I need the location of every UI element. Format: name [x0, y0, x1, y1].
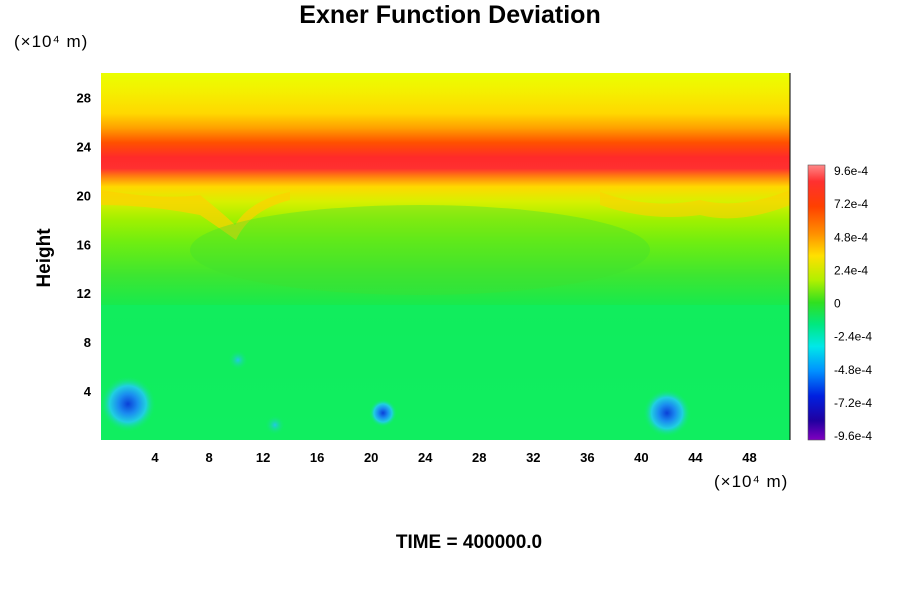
- chart-title: Exner Function Deviation: [299, 1, 601, 29]
- x-tick-label: 28: [472, 450, 486, 465]
- x-tick-label: 12: [256, 450, 270, 465]
- x-tick-label: 48: [742, 450, 756, 465]
- colorbar-tick-label: -7.2e-4: [834, 396, 872, 410]
- y-tick-label: 4: [84, 384, 92, 399]
- colorbar-tick-label: 9.6e-4: [834, 164, 868, 178]
- y-tick-label: 28: [77, 90, 91, 105]
- x-tick-label: 8: [205, 450, 212, 465]
- colorbar-tick-label: -2.4e-4: [834, 330, 872, 344]
- colorbar-tick-label: 7.2e-4: [834, 197, 868, 211]
- colorbar-tick-labels: 9.6e-4 7.2e-4 4.8e-4 2.4e-4 0 -2.4e-4 -4.8e-4 -…: [834, 164, 872, 443]
- x-tick-labels: 4 8 12 16 20 24 28 32 36 40 44 48: [151, 450, 756, 465]
- y-axis-label: Height: [34, 228, 55, 288]
- heatmap-field: [101, 73, 790, 440]
- y-axis-unit: (×10⁴ m): [14, 32, 89, 51]
- colorbar-tick-label: -4.8e-4: [834, 363, 872, 377]
- x-tick-label: 44: [688, 450, 703, 465]
- y-tick-label: 24: [77, 139, 92, 154]
- x-tick-label: 40: [634, 450, 648, 465]
- x-tick-label: 20: [364, 450, 378, 465]
- time-annotation: TIME = 400000.0: [395, 532, 543, 553]
- colorbar-tick-label: 2.4e-4: [834, 263, 868, 277]
- x-tick-label: 24: [418, 450, 433, 465]
- colorbar-tick-label: 0: [834, 297, 841, 311]
- x-tick-label: 36: [580, 450, 594, 465]
- x-tick-label: 16: [310, 450, 324, 465]
- x-axis-unit: (×10⁴ m): [714, 472, 789, 491]
- colorbar: [807, 164, 826, 441]
- y-tick-label: 12: [77, 286, 91, 301]
- y-tick-label: 20: [77, 188, 91, 203]
- x-tick-label: 32: [526, 450, 540, 465]
- colorbar-tick-label: -9.6e-4: [834, 429, 872, 443]
- colorbar-tick-label: 4.8e-4: [834, 230, 868, 244]
- y-tick-label: 16: [77, 237, 91, 252]
- y-tick-labels: 4 8 12 16 20 24 28: [77, 90, 92, 399]
- y-tick-label: 8: [84, 335, 91, 350]
- x-tick-label: 4: [151, 450, 159, 465]
